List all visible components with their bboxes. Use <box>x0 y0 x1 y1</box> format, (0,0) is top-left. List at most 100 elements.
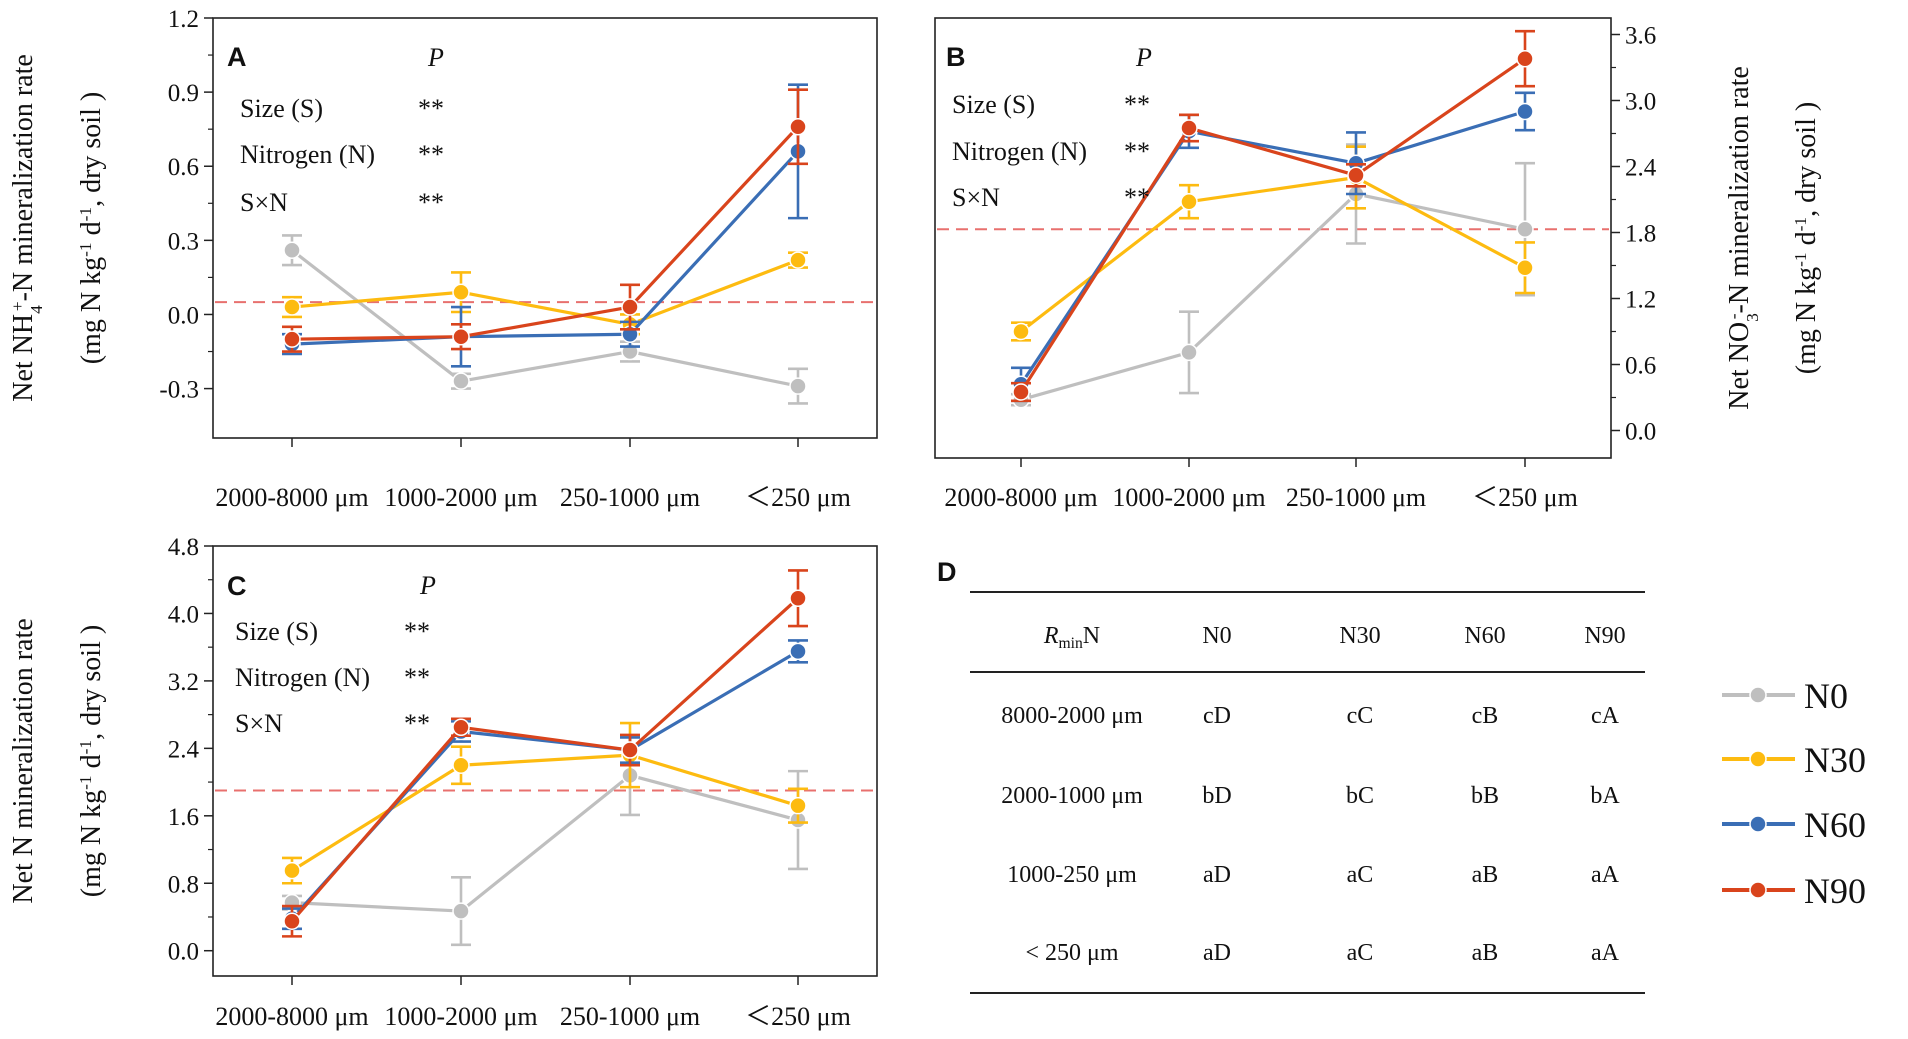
legend-label: N30 <box>1804 740 1866 780</box>
legend-label: N60 <box>1804 805 1866 845</box>
stats-label: S×N <box>240 188 288 217</box>
series-n0 <box>282 234 808 405</box>
legend: N0 N30 N60 N90 <box>1722 676 1866 911</box>
plot-frame <box>212 545 878 977</box>
data-point <box>452 327 470 346</box>
y-tick-label: 3.6 <box>1625 23 1656 50</box>
data-point <box>1180 192 1198 211</box>
table-cell: aA <box>1591 940 1620 966</box>
plot-frame <box>212 17 878 439</box>
panel-letter: D <box>937 557 957 587</box>
x-tick-label: 250-1000 μm <box>560 483 700 512</box>
table-row: < 250 μm aD aC aB aA <box>1025 940 1619 966</box>
data-point <box>1516 102 1534 121</box>
legend-label: N0 <box>1804 676 1848 716</box>
table-cell: aB <box>1472 862 1499 888</box>
series-line <box>290 597 800 923</box>
y-tick-label: 0.0 <box>1625 419 1656 446</box>
x-tick-label: ＜250 μm <box>745 483 851 512</box>
series-n0 <box>1011 143 1535 409</box>
x-tick-label: 250-1000 μm <box>560 1002 700 1031</box>
series-line <box>291 125 800 341</box>
table-row: 8000-2000 μm cD cC cB cA <box>1001 703 1619 729</box>
table-column-header: N60 <box>1464 623 1505 649</box>
stats-significance: ** <box>404 617 430 646</box>
table-row: 1000-250 μm aD aC aB aA <box>1007 862 1619 888</box>
y-axis-units: (mg N kg-1 d-1, dry soil ) <box>76 92 108 364</box>
panel-letter: A <box>227 42 247 72</box>
legend-marker <box>1749 815 1767 833</box>
legend-item-n90: N90 <box>1722 871 1866 911</box>
series-n30 <box>1011 145 1535 342</box>
panel-letter: C <box>227 571 247 601</box>
table-cell: bA <box>1590 783 1620 809</box>
table-row: 2000-1000 μm bD bC bB bA <box>1001 783 1620 809</box>
series-n60 <box>282 83 808 368</box>
stats-label: S×N <box>235 709 283 738</box>
y-tick-label: 4.8 <box>168 534 199 561</box>
y-tick-label: 1.2 <box>168 6 199 33</box>
x-tick-label: 1000-2000 μm <box>384 483 537 512</box>
legend-marker <box>1749 750 1767 768</box>
y-tick-label: 0.6 <box>1625 353 1656 380</box>
y-axis-units: (mg N kg-1 d-1, dry soil ) <box>1791 102 1823 374</box>
data-point <box>283 861 301 880</box>
data-point <box>789 796 807 815</box>
data-point <box>283 912 301 930</box>
panel-b: 0.0 0.6 1.2 1.8 2.4 3.0 3.6 2000-8000 μm 1000-20… <box>934 17 1823 512</box>
y-tick-label: 2.4 <box>1625 155 1657 182</box>
panel-a: -0.3 0.0 0.3 0.6 0.9 1.2 2000-8000 μm 1000-2000… <box>8 6 878 512</box>
stats-significance: ** <box>1124 137 1150 166</box>
table-column-header: N90 <box>1584 623 1625 649</box>
x-tick-label: 2000-8000 μm <box>944 483 1097 512</box>
x-tick-label: ＜250 μm <box>745 1002 851 1031</box>
table-header-rmin: RminN <box>1043 623 1100 652</box>
stats-significance: ** <box>404 663 430 692</box>
series-line <box>1020 192 1526 402</box>
plot-frame <box>934 17 1612 459</box>
stats-significance: ** <box>404 709 430 738</box>
series-n90 <box>1011 29 1535 403</box>
table-cell: bC <box>1346 783 1374 809</box>
legend-item-n60: N60 <box>1722 805 1866 845</box>
data-point <box>1180 119 1198 137</box>
x-tick-label: 2000-8000 μm <box>215 483 368 512</box>
table-row-label: 8000-2000 μm <box>1001 703 1143 729</box>
stats-significance: ** <box>1124 90 1150 119</box>
panel-letter: B <box>946 42 966 72</box>
stats-header: P <box>427 43 444 72</box>
data-point <box>789 377 807 395</box>
stats-significance: ** <box>1124 183 1150 212</box>
table-cell: cD <box>1203 703 1231 729</box>
data-point <box>1347 166 1365 185</box>
data-point <box>621 298 639 316</box>
data-point <box>789 642 807 661</box>
series-n90 <box>282 569 808 938</box>
series-n60 <box>1011 91 1535 403</box>
legend-item-n0: N0 <box>1722 676 1848 716</box>
x-tick-label: 1000-2000 μm <box>1112 483 1265 512</box>
y-tick-label: 1.2 <box>1625 287 1656 314</box>
data-point <box>452 756 470 774</box>
stats-significance: ** <box>418 140 444 169</box>
data-point <box>1012 383 1030 401</box>
legend-label: N90 <box>1804 871 1866 911</box>
legend-marker <box>1749 686 1767 704</box>
table-row-label: < 250 μm <box>1025 940 1118 966</box>
table-cell: aC <box>1347 862 1374 888</box>
series-n90 <box>282 88 808 353</box>
y-tick-label: 3.2 <box>168 669 199 696</box>
table-cell: cA <box>1591 703 1620 729</box>
y-tick-label: 0.8 <box>168 871 199 898</box>
series-line <box>291 248 799 388</box>
data-point <box>789 117 807 136</box>
stats-label: S×N <box>952 183 1000 212</box>
y-axis-units: (mg N kg-1 d-1, dry soil ) <box>76 625 108 897</box>
y-tick-label: 4.0 <box>168 601 199 628</box>
legend-item-n30: N30 <box>1722 740 1866 780</box>
table-column-header: N0 <box>1202 623 1231 649</box>
table-cell: aC <box>1347 940 1374 966</box>
x-tick-label: 1000-2000 μm <box>384 1002 537 1031</box>
stats-header: P <box>419 571 436 600</box>
